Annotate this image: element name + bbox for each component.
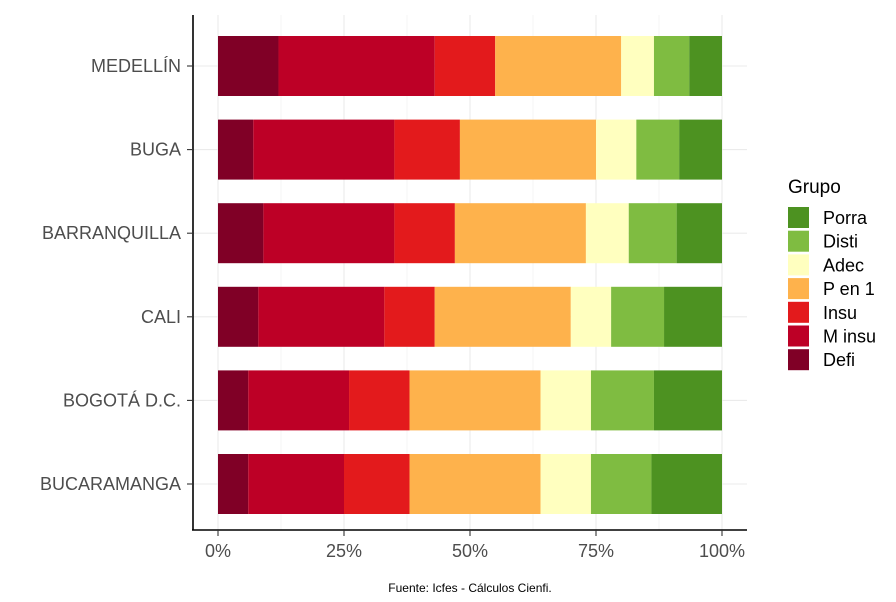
bar-segment-barranquilla-m-insu bbox=[263, 203, 395, 264]
bar-segment-medellin-defi bbox=[218, 36, 279, 96]
category-labels: MEDELLÍN BUGA BARRANQUILLA CALI BOGOTÁ D.C. B… bbox=[40, 56, 193, 494]
legend-swatch-adec bbox=[788, 254, 809, 276]
bar-segment-buga-defi bbox=[218, 119, 254, 180]
bar-segment-medellin-p-en-1 bbox=[495, 36, 622, 96]
legend-swatch-porra bbox=[788, 207, 809, 228]
legend-swatch-m-insu bbox=[788, 325, 809, 347]
bar-segment-bogota-d-c-disti bbox=[590, 370, 654, 431]
bar-segment-medellin-adec bbox=[621, 36, 654, 96]
bar-segment-cali-adec bbox=[570, 286, 612, 347]
bar-segment-medellin-insu bbox=[434, 36, 496, 96]
bar-segment-cali-porra bbox=[664, 286, 722, 347]
bar-segment-barranquilla-defi bbox=[218, 203, 264, 264]
bar-segment-cali-m-insu bbox=[258, 286, 385, 347]
legend-title: Grupo bbox=[788, 177, 841, 198]
category-label-barranquilla: BARRANQUILLA bbox=[42, 223, 181, 243]
bar-segment-barranquilla-porra bbox=[676, 203, 722, 264]
legend-label-insu: Insu bbox=[823, 303, 857, 323]
bar-segment-bucaramanga-insu bbox=[344, 454, 410, 514]
bar-segment-buga-adec bbox=[596, 119, 637, 180]
bar-segment-bucaramanga-p-en-1 bbox=[409, 454, 541, 514]
x-tick-labels: 0% 25% 50% 75% 100% bbox=[205, 530, 745, 561]
bar-segment-bogota-d-c-m-insu bbox=[248, 370, 350, 431]
category-label-cali: CALI bbox=[141, 307, 181, 327]
bar-segment-barranquilla-adec bbox=[585, 203, 629, 264]
bar-segment-bogota-d-c-porra bbox=[653, 370, 722, 431]
legend-label-p-en-1: P en 1 bbox=[823, 279, 875, 299]
x-tick-label: 50% bbox=[452, 541, 488, 561]
bar-segment-buga-porra bbox=[679, 119, 722, 180]
bar-segment-bogota-d-c-adec bbox=[540, 370, 591, 431]
bars bbox=[218, 36, 722, 514]
bar-segment-barranquilla-p-en-1 bbox=[454, 203, 586, 264]
legend-label-porra: Porra bbox=[823, 208, 868, 228]
bar-segment-cali-disti bbox=[611, 286, 665, 347]
legend-swatch-disti bbox=[788, 230, 809, 252]
bar-segment-medellin-m-insu bbox=[278, 36, 435, 96]
bar-segment-medellin-disti bbox=[653, 36, 690, 96]
category-label-buga: BUGA bbox=[130, 140, 181, 160]
bar-segment-bogota-d-c-insu bbox=[349, 370, 410, 431]
legend-label-adec: Adec bbox=[823, 255, 864, 275]
legend-swatch-insu bbox=[788, 301, 809, 323]
legend-label-m-insu: M insu bbox=[823, 327, 876, 347]
bar-segment-buga-disti bbox=[636, 119, 680, 180]
legend-swatch-defi bbox=[788, 349, 809, 371]
category-label-medellin: MEDELLÍN bbox=[91, 56, 181, 76]
legend-label-defi: Defi bbox=[823, 350, 855, 370]
bar-segment-buga-insu bbox=[394, 119, 460, 180]
x-tick-label: 100% bbox=[699, 541, 745, 561]
chart-caption: Fuente: Icfes - Cálculos Cienfi. bbox=[388, 581, 551, 595]
bar-segment-barranquilla-insu bbox=[394, 203, 455, 264]
bar-segment-cali-insu bbox=[384, 286, 435, 347]
legend-swatch-p-en-1 bbox=[788, 278, 809, 300]
category-label-bucaramanga: BUCARAMANGA bbox=[40, 474, 181, 494]
bar-segment-bogota-d-c-p-en-1 bbox=[409, 370, 541, 431]
bar-segment-buga-m-insu bbox=[253, 119, 395, 180]
bar-segment-bucaramanga-porra bbox=[651, 454, 722, 514]
x-tick-label: 75% bbox=[578, 541, 614, 561]
category-label-bogota-d-c: BOGOTÁ D.C. bbox=[63, 390, 181, 410]
bar-segment-barranquilla-disti bbox=[628, 203, 677, 264]
bar-segment-cali-defi bbox=[218, 286, 259, 347]
bar-segment-bucaramanga-disti bbox=[590, 454, 652, 514]
bar-segment-bucaramanga-adec bbox=[540, 454, 591, 514]
bar-segment-bogota-d-c-defi bbox=[218, 370, 249, 431]
bar-segment-bucaramanga-m-insu bbox=[248, 454, 344, 514]
x-tick-label: 25% bbox=[326, 541, 362, 561]
bar-segment-medellin-porra bbox=[689, 36, 722, 96]
legend-label-disti: Disti bbox=[823, 232, 858, 252]
x-tick-label: 0% bbox=[205, 541, 231, 561]
legend: Grupo Porra Disti Adec P en 1 Insu M insu Defi bbox=[788, 177, 876, 371]
bar-segment-cali-p-en-1 bbox=[434, 286, 571, 347]
bar-segment-buga-p-en-1 bbox=[459, 119, 596, 180]
bar-segment-bucaramanga-defi bbox=[218, 454, 249, 514]
